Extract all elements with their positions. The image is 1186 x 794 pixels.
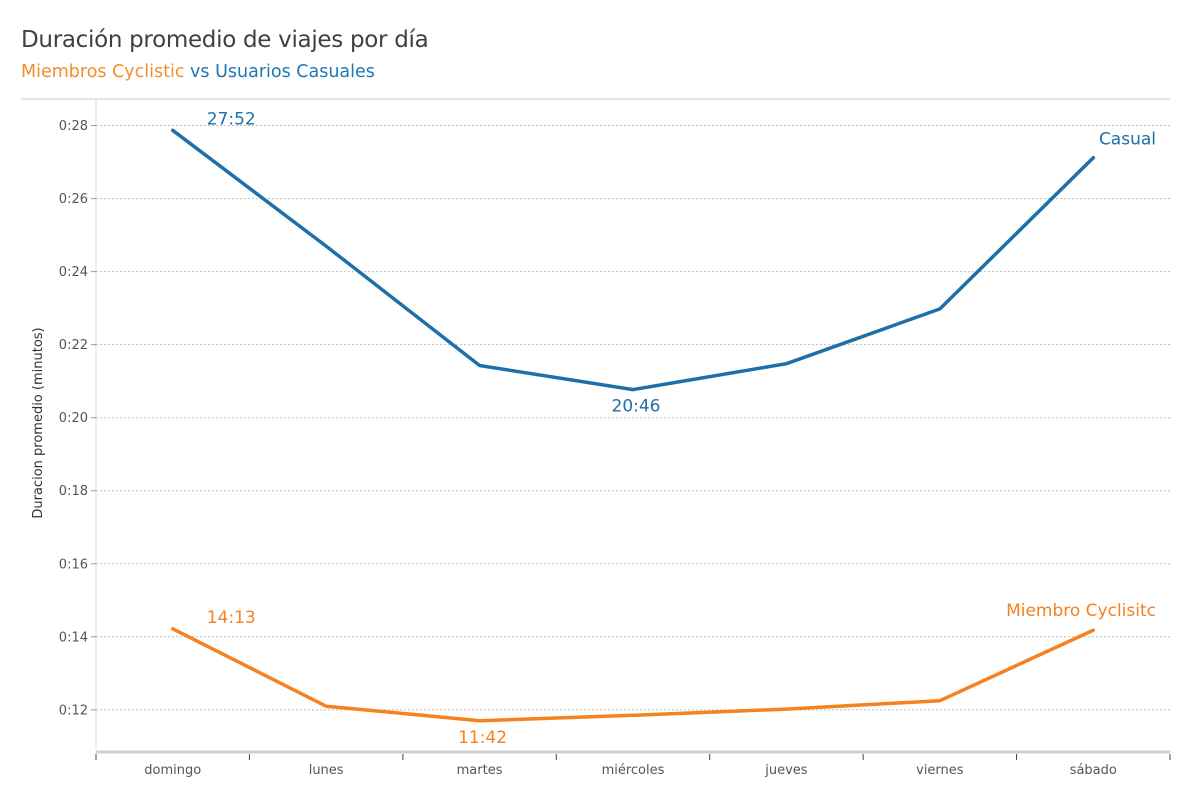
x-tick-label: lunes <box>309 763 344 778</box>
x-tick-label: domingo <box>144 763 201 778</box>
y-tick-label: 0:14 <box>59 630 88 645</box>
subtitle-vs: vs <box>184 62 210 82</box>
series-name-label: Casual <box>1099 130 1156 150</box>
series-line-member <box>170 627 1096 723</box>
data-label: 27:52 <box>207 109 256 129</box>
gridlines <box>96 125 1170 711</box>
series-name-label: Miembro Cyclisitc <box>1006 601 1156 621</box>
y-tick-label: 0:28 <box>59 119 88 134</box>
y-axis-title: Duracion promedio (minutos) <box>31 327 46 518</box>
y-tick-label: 0:24 <box>59 265 88 280</box>
y-tick-label: 0:16 <box>59 557 88 572</box>
x-tick-label: jueves <box>764 763 808 778</box>
series-line-casual <box>170 128 1096 392</box>
x-tick-label: martes <box>457 763 503 778</box>
x-tick-label: miércoles <box>602 763 665 778</box>
y-tick-label: 0:20 <box>59 411 88 426</box>
data-label: 20:46 <box>612 397 661 417</box>
x-tick-label: viernes <box>916 763 964 778</box>
chart-title: Duración promedio de viajes por día <box>21 27 429 53</box>
y-tick-label: 0:18 <box>59 484 88 499</box>
data-label: 11:42 <box>458 728 507 748</box>
x-axis: domingo lunes martes miércoles jueves viernes… <box>95 750 1171 778</box>
x-tick-label: sábado <box>1070 763 1117 778</box>
y-tick-label: 0:12 <box>59 703 88 718</box>
subtitle-members: Miembros Cyclistic <box>21 62 185 82</box>
y-tick-labels: 0:12 0:14 0:16 0:18 0:20 0:22 0:24 0:26 0:28 <box>59 119 96 718</box>
chart-subtitle: Miembros Cyclistic vs Usuarios Casuales <box>21 62 375 82</box>
data-labels: 27:52 20:46 Casual 14:13 11:42 Miembro Cyclis… <box>207 109 1156 747</box>
subtitle-casual: Usuarios Casuales <box>209 62 375 82</box>
y-tick-label: 0:22 <box>59 338 88 353</box>
data-label: 14:13 <box>207 608 256 628</box>
series-lines <box>170 128 1096 723</box>
y-tick-label: 0:26 <box>59 192 88 207</box>
